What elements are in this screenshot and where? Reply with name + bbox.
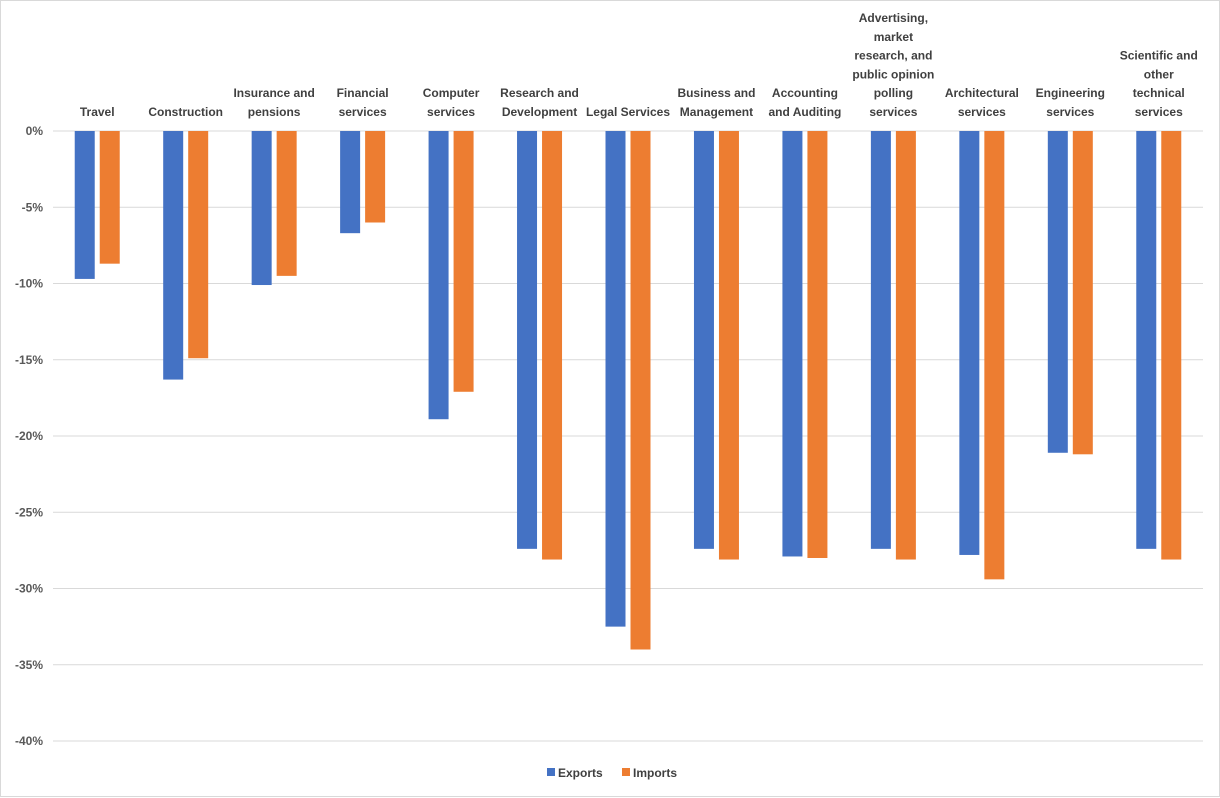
y-tick-label: -20% [15,429,43,443]
category-label-line: research, and [854,49,932,63]
bar-exports [1136,131,1157,549]
y-tick-label: -35% [15,658,43,672]
gridlines [53,130,1203,742]
bar-exports [1047,131,1068,453]
category-label: Insurance and pensions [233,86,314,119]
bar-imports [542,131,563,560]
y-tick-label: -10% [15,277,43,291]
category-label: Legal Services [586,105,670,119]
legend-swatch-exports [547,768,555,776]
category-label: Architectural services [945,86,1019,119]
legend: Exports Imports [547,766,677,780]
y-tick-label: -15% [15,353,43,367]
bar-exports [74,131,95,279]
bar-exports [251,131,272,286]
category-label-line: polling [874,86,913,100]
category-label-line: Architectural [945,86,1019,100]
category-label-line: Computer [423,86,480,100]
bars [74,131,1182,650]
legend-label-imports: Imports [633,766,677,780]
category-label: Accounting and Auditing [768,86,841,119]
category-label: Computer services [423,86,480,119]
category-label: Travel [80,105,115,119]
bar-imports [807,131,828,558]
category-label: Construction [148,105,223,119]
category-label-line: services [958,105,1006,119]
bar-imports [1161,131,1182,560]
category-label: Business and Management [677,86,755,119]
category-label-line: technical [1133,86,1185,100]
category-label-line: services [869,105,917,119]
y-tick-label: -25% [15,505,43,519]
category-label-line: Engineering [1036,86,1105,100]
category-label-line: Legal Services [586,105,670,119]
category-labels: Travel Construction Insurance and pensions F… [80,11,1198,119]
bar-imports [895,131,916,560]
legend-swatch-imports [622,768,630,776]
bar-exports [782,131,803,557]
category-label-line: Research and [500,86,579,100]
category-label-line: Accounting [772,86,838,100]
category-label-line: Construction [148,105,223,119]
bar-exports [340,131,361,234]
category-label-line: other [1144,67,1174,81]
category-label: Financial services [337,86,389,119]
bar-exports [959,131,980,555]
category-label-line: Scientific and [1120,49,1198,63]
y-axis-ticks: 0% -5% -10% -15% -20% -25% -30% -35% -40% [15,124,43,748]
category-label-line: Advertising, [859,11,928,25]
category-label-line: Business and [677,86,755,100]
y-tick-label: -30% [15,582,43,596]
bar-exports [163,131,184,380]
category-label-line: services [1046,105,1094,119]
bar-imports [365,131,386,223]
y-tick-label: 0% [26,124,44,138]
y-tick-label: -5% [22,200,44,214]
bar-exports [870,131,891,549]
bar-imports [99,131,120,264]
legend-label-exports: Exports [558,766,603,780]
bar-imports [630,131,651,650]
category-label-line: Insurance and [233,86,314,100]
category-label-line: services [339,105,387,119]
category-label-line: market [874,30,913,44]
bar-exports [693,131,714,549]
category-label: Scientific and other technical services [1120,49,1198,119]
bar-imports [718,131,739,560]
category-label-line: public opinion [852,67,934,81]
category-label-line: services [1135,105,1183,119]
category-label: Advertising, market research, and public op… [852,11,934,119]
y-tick-label: -40% [15,734,43,748]
category-label-line: Development [502,105,577,119]
bar-imports [276,131,297,276]
category-label-line: Management [680,105,753,119]
bar-exports [605,131,626,627]
bar-exports [428,131,449,420]
category-label-line: services [427,105,475,119]
category-label-line: and Auditing [768,105,841,119]
category-label-line: pensions [248,105,301,119]
bar-exports [517,131,538,549]
bar-imports [188,131,209,359]
bar-imports [453,131,474,392]
bar-imports [1072,131,1093,455]
category-label-line: Travel [80,105,115,119]
category-label-line: Financial [337,86,389,100]
bar-imports [984,131,1005,580]
category-label: Research and Development [500,86,579,119]
category-label: Engineering services [1036,86,1105,119]
